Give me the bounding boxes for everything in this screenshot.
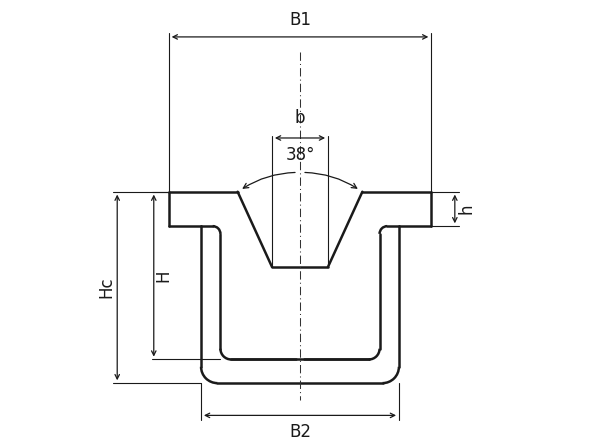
Text: B2: B2 [289,423,311,441]
Text: 38°: 38° [285,146,315,164]
Text: Hc: Hc [97,276,115,298]
Text: h: h [458,204,476,214]
Text: H: H [154,269,172,282]
Text: b: b [295,109,305,127]
Text: B1: B1 [289,11,311,29]
